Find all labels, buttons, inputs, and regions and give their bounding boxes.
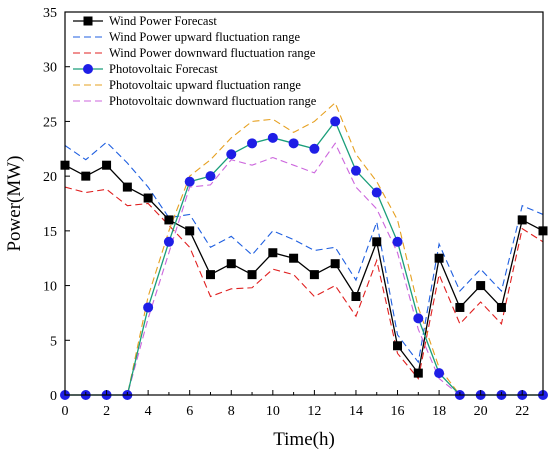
- y-tick-label: 20: [43, 170, 57, 185]
- series-layer: [60, 101, 548, 400]
- pv-forecast-point: [371, 187, 382, 198]
- x-tick-label: 2: [103, 404, 110, 419]
- y-axis-title: Power(MW): [4, 155, 25, 251]
- x-tick-label: 8: [228, 404, 235, 419]
- wind-forecast-point: [143, 193, 153, 203]
- pv-forecast-point: [143, 302, 154, 313]
- wind-forecast-point: [476, 281, 486, 291]
- pv-forecast-point: [267, 132, 278, 143]
- axes-layer: 0 2 4 6 8 10 12 14 16 18 20 22 0 5 10 15 20 25 30 35: [43, 6, 544, 419]
- wind-forecast-point: [372, 237, 382, 247]
- wind-forecast-point: [393, 341, 403, 351]
- wind-forecast-point: [81, 171, 91, 181]
- x-tick-label: 10: [266, 404, 280, 419]
- legend-entry: Photovoltaic downward fluctuation range: [73, 94, 317, 108]
- pv-forecast-point: [309, 143, 320, 154]
- legend-label: Photovoltaic downward fluctuation range: [109, 94, 317, 108]
- legend-label: Photovoltaic upward fluctuation range: [109, 78, 301, 92]
- wind-power-forecast-line: [64, 164, 544, 375]
- wind-power-upward-fluctuation-range-line: [64, 141, 544, 364]
- wind-forecast-point: [268, 248, 278, 258]
- y-tick-label: 30: [43, 61, 57, 76]
- legend-label: Wind Power upward fluctuation range: [109, 30, 301, 44]
- photovoltaic-forecast-line: [65, 120, 543, 396]
- wind-forecast-point: [517, 215, 527, 225]
- y-tick-label: 15: [43, 225, 57, 240]
- pv-forecast-point: [434, 368, 445, 379]
- wind-power-forecast-series: [60, 160, 548, 378]
- x-tick-label: 4: [145, 404, 152, 419]
- y-tick-label: 25: [43, 115, 57, 130]
- wind-power-upward-fluctuation-range-series: [64, 141, 544, 364]
- legend-entry: Photovoltaic Forecast: [73, 62, 218, 76]
- photovoltaic-downward-fluctuation-range-series: [65, 142, 543, 396]
- y-tick-label: 5: [50, 334, 57, 349]
- pv-forecast-point: [247, 138, 258, 149]
- plot-frame: [64, 11, 544, 396]
- wind-forecast-point: [330, 259, 340, 269]
- legend-entry: Wind Power upward fluctuation range: [73, 30, 301, 44]
- x-tick-label: 12: [307, 404, 321, 419]
- legend-entry: Wind Power downward fluctuation range: [73, 46, 316, 60]
- pv-forecast-point: [288, 138, 299, 149]
- legend-entry: Photovoltaic upward fluctuation range: [73, 78, 301, 92]
- wind-forecast-point: [122, 182, 132, 192]
- y-tick-label: 35: [43, 6, 57, 21]
- wind-forecast-point: [289, 253, 299, 263]
- pv-forecast-point: [163, 236, 174, 247]
- legend-label: Wind Power Forecast: [109, 14, 217, 28]
- pv-forecast-point: [330, 116, 341, 127]
- legend-label: Photovoltaic Forecast: [109, 62, 218, 76]
- wind-forecast-point: [205, 270, 215, 280]
- pv-forecast-point: [205, 171, 216, 182]
- x-tick-label: 22: [515, 404, 529, 419]
- legend-label: Wind Power downward fluctuation range: [109, 46, 316, 60]
- x-tick-label: 20: [474, 404, 488, 419]
- pv-forecast-point: [350, 165, 361, 176]
- pv-forecast-point: [413, 313, 424, 324]
- wind-forecast-point: [185, 226, 195, 236]
- wind-forecast-point: [247, 270, 257, 280]
- pv-forecast-point: [83, 64, 93, 74]
- wind-forecast-point: [226, 259, 236, 269]
- wind-forecast-point: [83, 16, 93, 26]
- legend-entry: Wind Power Forecast: [73, 14, 217, 28]
- x-tick-label: 16: [391, 404, 405, 419]
- x-tick-label: 6: [186, 404, 193, 419]
- wind-forecast-point: [102, 160, 112, 170]
- x-tick-label: 14: [349, 404, 363, 419]
- wind-forecast-point: [351, 292, 361, 302]
- photovoltaic-downward-fluctuation-range-line: [65, 142, 543, 396]
- wind-forecast-point: [413, 368, 423, 378]
- photovoltaic-forecast-series: [60, 116, 548, 400]
- wind-forecast-point: [309, 270, 319, 280]
- x-tick-label: 0: [62, 404, 69, 419]
- pv-forecast-point: [226, 149, 237, 160]
- wind-forecast-point: [434, 253, 444, 263]
- pv-forecast-point: [392, 236, 403, 247]
- y-tick-label: 0: [50, 389, 57, 404]
- y-tick-label: 10: [43, 280, 57, 295]
- wind-forecast-point: [455, 302, 465, 312]
- pv-forecast-point: [184, 176, 195, 187]
- legend: Wind Power Forecast Wind Power upward flu…: [73, 14, 317, 108]
- x-tick-label: 18: [432, 404, 446, 419]
- wind-power-downward-fluctuation-range-series: [64, 186, 544, 380]
- wind-power-downward-fluctuation-range-line: [64, 186, 544, 380]
- wind-forecast-point: [164, 215, 174, 225]
- wind-forecast-point: [496, 302, 506, 312]
- x-axis-title: Time(h): [273, 429, 335, 450]
